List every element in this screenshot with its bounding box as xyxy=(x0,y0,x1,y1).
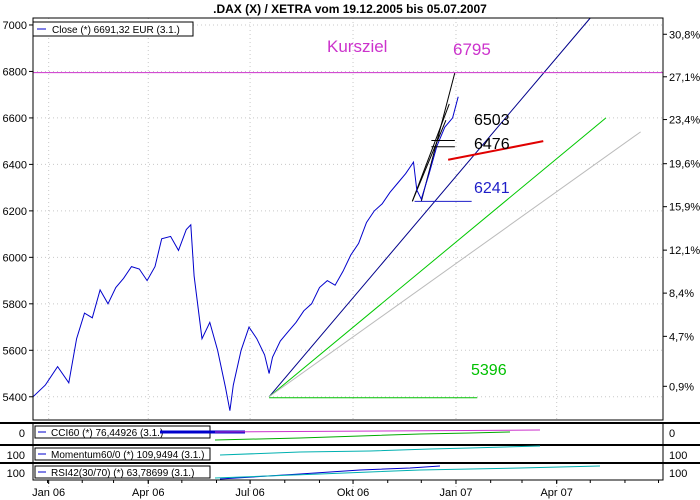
panel-tick-right-momentum: 100 xyxy=(669,450,687,462)
y-tick-label-left: 7000 xyxy=(3,20,27,32)
grid xyxy=(33,18,663,492)
y-tick-label-right: 0,9% xyxy=(669,381,694,393)
y-tick-label-right: 23,4% xyxy=(669,115,700,127)
main-legend: Close (*) 6691,32 EUR (3.1.) xyxy=(32,21,194,37)
x-tick-label: Jul 06 xyxy=(235,487,264,499)
y-tick-label-right: 12,1% xyxy=(669,245,700,257)
y-tick-label-right: 15,9% xyxy=(669,202,700,214)
y-tick-label-right: 4,7% xyxy=(669,331,694,343)
label-6241: 6241 xyxy=(474,180,510,197)
legend-close: Close (*) 6691,32 EUR (3.1.) xyxy=(52,25,180,36)
cci-signal xyxy=(214,429,541,433)
legend-rsi: RSI42(30/70) (*) 63,78699 (3.1.) xyxy=(51,468,194,479)
x-tick-label: Jan 07 xyxy=(439,487,472,499)
y-tick-label-right: 19,6% xyxy=(669,159,700,171)
trendline-6 xyxy=(411,120,447,202)
y-tick-label-left: 5400 xyxy=(3,392,27,404)
legend-cci: CCI60 (*) 76,44926 (3.1.) xyxy=(51,428,163,439)
x-tick-label: Apr 07 xyxy=(540,487,572,499)
momentum-trace xyxy=(219,445,541,456)
trendline-3 xyxy=(268,117,607,398)
label-6503: 6503 xyxy=(474,112,510,129)
y-tick-label-left: 5600 xyxy=(3,345,27,357)
legend-momentum: Momentum60/0 (*) 109,9494 (3.1.) xyxy=(51,450,204,461)
legend-box-momentum xyxy=(34,447,211,461)
horizontal-lines: Kursziel 6795 6503 6476 6241 5396 xyxy=(33,37,663,399)
label-6476: 6476 xyxy=(474,136,510,153)
series xyxy=(32,96,459,411)
y-tick-label-left: 5800 xyxy=(3,299,27,311)
panel-tick-right-cci: 0 xyxy=(669,428,675,440)
panel-tick-right-rsi: 100 xyxy=(669,468,687,480)
trendline-2 xyxy=(268,17,591,398)
trendline-4 xyxy=(268,131,641,398)
plot-frame xyxy=(32,17,664,421)
trendline-5 xyxy=(411,103,450,202)
y-tick-label-right: 27,1% xyxy=(669,72,700,84)
cci-green-trace xyxy=(214,431,511,441)
y-tick-label-left: 6400 xyxy=(3,159,27,171)
x-tick-label: Okt 06 xyxy=(337,487,369,499)
legend-box-rsi xyxy=(34,465,211,479)
x-tick-label: Apr 06 xyxy=(132,487,164,499)
trendlines xyxy=(268,17,641,398)
close-series-line xyxy=(32,96,459,411)
label-5396: 5396 xyxy=(471,362,507,379)
rsi-signal xyxy=(214,465,601,479)
y-tick-label-right: 8,4% xyxy=(669,288,694,300)
y-tick-label-left: 6600 xyxy=(3,113,27,125)
y-tick-label-left: 6200 xyxy=(3,206,27,218)
axes: 5400 5600 5800 6000 6200 6400 6600 6800 7000 30,8… xyxy=(3,17,700,499)
y-tick-label-right: 30,8% xyxy=(669,29,700,41)
y-tick-label-left: 6000 xyxy=(3,252,27,264)
label-kursziel: Kursziel xyxy=(327,37,387,56)
panel-tick-left-rsi: 100 xyxy=(7,468,25,480)
indicator-panels: CCI60 (*) 76,44926 (3.1.) 0 0 Momentum60/0 … xyxy=(0,422,700,481)
red-trendline xyxy=(447,140,544,161)
label-6795: 6795 xyxy=(453,40,491,59)
chart-title: .DAX (X) / XETRA vom 19.12.2005 bis 05.0… xyxy=(213,2,487,16)
y-tick-label-left: 6800 xyxy=(3,66,27,78)
x-tick-label: Jan 06 xyxy=(32,487,65,499)
panel-tick-left-momentum: 100 xyxy=(7,450,25,462)
panel-tick-left-cci: 0 xyxy=(19,428,25,440)
